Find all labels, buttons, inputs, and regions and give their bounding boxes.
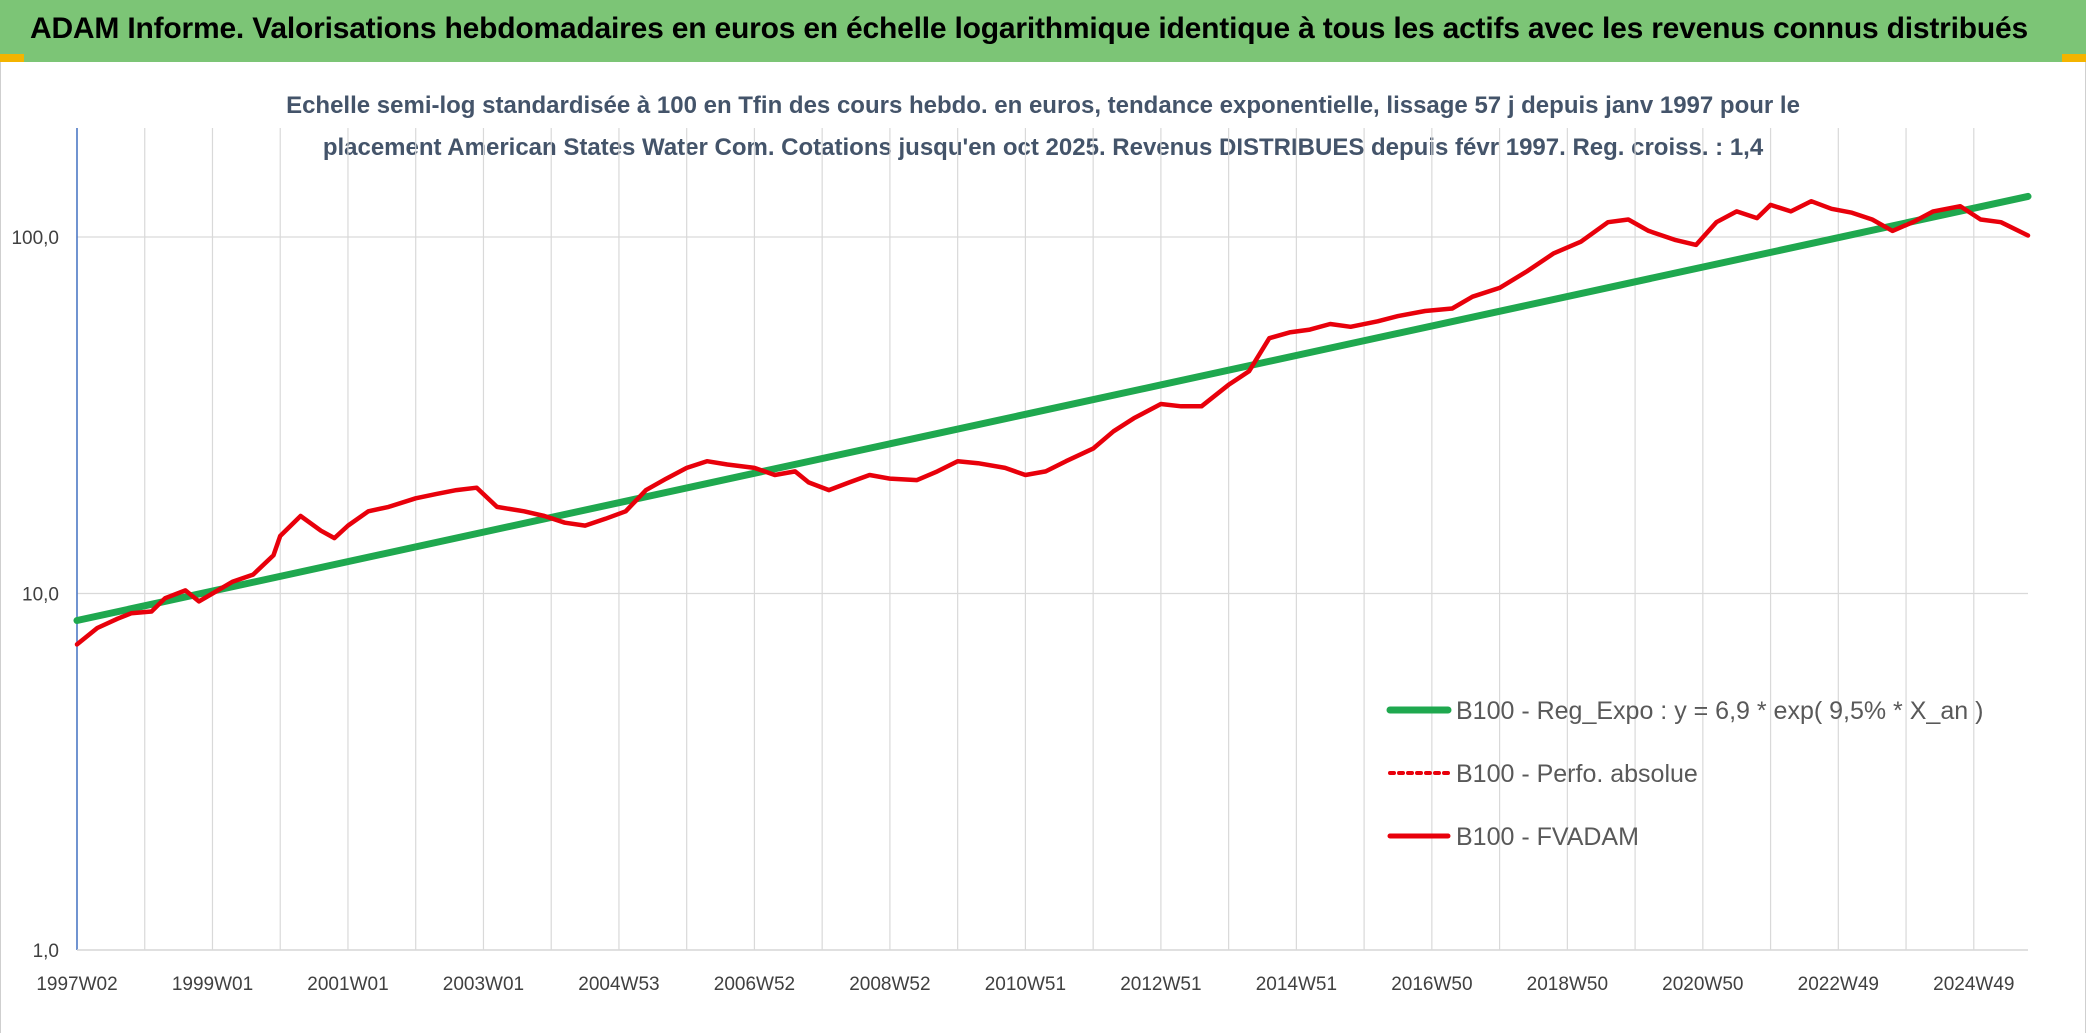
- x-tick-label: 2006W52: [714, 974, 795, 995]
- y-tick-label: 100,0: [11, 228, 59, 249]
- title-banner: ADAM Informe. Valorisations hebdomadaire…: [0, 0, 2086, 62]
- x-tick-label: 2022W49: [1798, 974, 1879, 995]
- x-tick-label: 2018W50: [1527, 974, 1608, 995]
- y-tick-label: 1,0: [33, 941, 59, 962]
- legend-label-0: B100 - Reg_Expo : y = 6,9 * exp( 9,5% * …: [1456, 697, 1983, 725]
- chart-subtitle-line-2: placement American States Water Com. Cot…: [322, 134, 1764, 161]
- series-layer: [73, 192, 2032, 647]
- legend-layer: B100 - Reg_Expo : y = 6,9 * exp( 9,5% * …: [1386, 697, 1983, 851]
- x-tick-label: 2003W01: [443, 974, 524, 995]
- series-line-0: [73, 192, 2032, 624]
- banner-title: ADAM Informe. Valorisations hebdomadaire…: [30, 12, 2028, 45]
- legend-label-1: B100 - Perfo. absolue: [1456, 760, 1698, 788]
- x-tick-label: 2014W51: [1256, 974, 1337, 995]
- y-tick-label: 10,0: [22, 585, 59, 606]
- x-tick-label: 2004W53: [578, 974, 659, 995]
- x-tick-label: 1997W02: [36, 974, 117, 995]
- x-tick-label: 2008W52: [849, 974, 930, 995]
- x-tick-label: 2010W51: [985, 974, 1066, 995]
- x-tick-label: 2001W01: [307, 974, 388, 995]
- legend-label-2: B100 - FVADAM: [1456, 823, 1639, 851]
- x-tick-label: 2020W50: [1662, 974, 1743, 995]
- x-tick-label: 2012W51: [1120, 974, 1201, 995]
- x-tick-label: 1999W01: [172, 974, 253, 995]
- grid-layer: [76, 128, 2028, 951]
- x-tick-label: 2016W50: [1391, 974, 1472, 995]
- series-line-2: [74, 198, 2031, 647]
- x-tick-label: 2024W49: [1933, 974, 2014, 995]
- axis-layer: 1,0 10,0 100,0 1997W02 1999W01 2001W01 2003W01…: [11, 128, 2028, 995]
- chart-subtitle-line-1: Echelle semi-log standardisée à 100 en T…: [286, 92, 1800, 119]
